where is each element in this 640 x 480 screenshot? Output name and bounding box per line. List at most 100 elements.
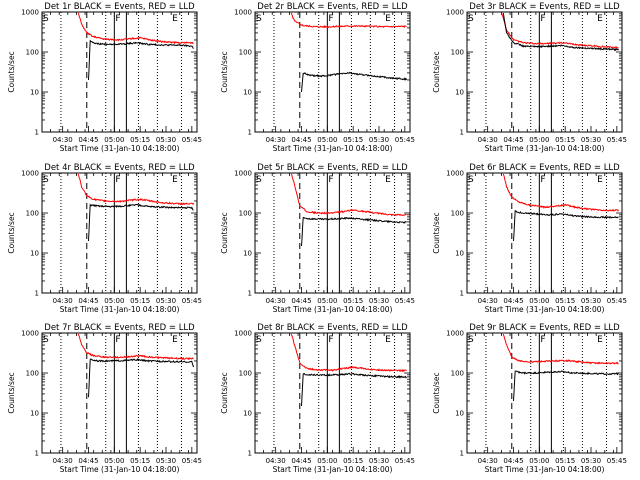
y-tick-label: 1 [35,450,39,458]
x-tick-label: 04:30 [478,136,498,144]
series-events [513,210,619,242]
x-tick-label: 04:30 [478,457,498,465]
marker-f: F [115,14,120,24]
marker-s: S [468,175,474,185]
y-tick-label: 10 [243,89,252,97]
plot-frame [254,332,411,454]
y-tick-label: 1 [248,129,252,137]
x-tick-label: 04:45 [291,136,311,144]
series-events [301,216,407,247]
y-tick-label: 1 [460,290,464,298]
x-tick-label: 05:15 [343,457,363,465]
y-tick-label: 1 [460,129,464,137]
plot-frame [41,11,198,133]
y-tick-label: 10 [243,250,252,258]
series-events [513,370,619,402]
marker-s: S [43,335,49,345]
x-tick-label: 04:45 [291,457,311,465]
panel-det-2r: Det 2r BLACK = Events, RED = LLD 1 10 100 10… [220,2,415,153]
x-tick-label: 05:30 [581,136,601,144]
x-tick-label: 05:00 [529,136,549,144]
plot-frame [254,11,411,133]
x-tick-label: 05:45 [182,136,202,144]
panel-title: Det 5r BLACK = Events, RED = LLD [257,163,408,173]
x-tick-label: 05:00 [529,297,549,305]
panel-title: Det 3r BLACK = Events, RED = LLD [469,2,620,12]
y-axis-label: Counts/sec [432,212,441,253]
x-tick-label: 05:45 [395,457,415,465]
x-tick-label: 05:45 [182,457,202,465]
y-tick-label: 1 [460,450,464,458]
x-tick-label: 04:30 [266,136,286,144]
series-events [88,358,195,398]
x-tick-label: 05:45 [607,457,627,465]
marker-s: S [468,14,474,24]
panel-title: Det 1r BLACK = Events, RED = LLD [44,2,195,12]
y-tick-label: 1000 [446,170,464,178]
marker-s: S [256,175,262,185]
x-tick-label: 04:30 [478,297,498,305]
y-tick-label: 1 [248,290,252,298]
plot-frame [254,172,411,294]
marker-f: F [328,14,333,24]
y-axis-label: Counts/sec [220,212,229,253]
y-tick-label: 10 [455,89,464,97]
panel-det-8r: Det 8r BLACK = Events, RED = LLD 1 10 100 10… [220,323,415,474]
x-tick-label: 05:15 [130,136,150,144]
panel-title: Det 9r BLACK = Events, RED = LLD [469,323,620,333]
y-tick-label: 1 [248,450,252,458]
marker-f: F [540,175,545,185]
x-axis-label: Start Time (31-Jan-10 04:18:00) [60,465,180,474]
x-tick-label: 05:15 [130,297,150,305]
x-tick-label: 05:15 [343,136,363,144]
marker-e: E [597,175,603,185]
x-axis-label: Start Time (31-Jan-10 04:18:00) [273,144,393,153]
marker-f: F [540,14,545,24]
panel-title: Det 2r BLACK = Events, RED = LLD [257,2,408,12]
x-tick-label: 05:15 [555,457,575,465]
x-axis-label: Start Time (31-Jan-10 04:18:00) [273,465,393,474]
y-tick-label: 100 [451,210,464,218]
y-axis-label: Counts/sec [220,51,229,92]
series-lld [500,12,619,49]
x-tick-label: 05:15 [130,457,150,465]
series-lld [290,12,407,29]
x-tick-label: 04:30 [53,136,73,144]
y-tick-label: 1000 [234,170,252,178]
marker-f: F [328,335,333,345]
panel-det-7r: Det 7r BLACK = Events, RED = LLD 1 10 100 10… [7,323,202,474]
y-tick-label: 100 [451,49,464,57]
x-tick-label: 04:30 [266,457,286,465]
y-axis-label: Counts/sec [432,51,441,92]
x-tick-label: 05:30 [581,297,601,305]
plot-frame [41,332,198,454]
x-tick-label: 05:30 [156,457,176,465]
x-tick-label: 04:45 [503,297,523,305]
y-tick-label: 10 [30,410,39,418]
marker-s: S [43,14,49,24]
marker-s: S [256,14,262,24]
y-axis-label: Counts/sec [7,372,16,413]
x-tick-label: 05:00 [104,457,124,465]
y-tick-label: 1000 [234,330,252,338]
y-tick-label: 10 [455,410,464,418]
plot-frame [466,11,623,133]
x-tick-label: 05:45 [607,297,627,305]
x-tick-label: 04:45 [503,457,523,465]
marker-e: E [385,175,391,185]
x-tick-label: 05:15 [555,297,575,305]
marker-s: S [43,175,49,185]
x-axis-label: Start Time (31-Jan-10 04:18:00) [485,144,605,153]
x-tick-label: 04:45 [291,297,311,305]
panel-det-4r: Det 4r BLACK = Events, RED = LLD 1 10 100 10… [7,163,202,314]
marker-e: E [172,14,178,24]
plot-frame [466,172,623,294]
y-axis-label: Counts/sec [7,212,16,253]
y-axis-label: Counts/sec [7,51,16,92]
marker-s: S [468,335,474,345]
marker-f: F [540,335,545,345]
panel-title: Det 4r BLACK = Events, RED = LLD [44,163,195,173]
marker-f: F [115,335,120,345]
marker-e: E [172,335,178,345]
